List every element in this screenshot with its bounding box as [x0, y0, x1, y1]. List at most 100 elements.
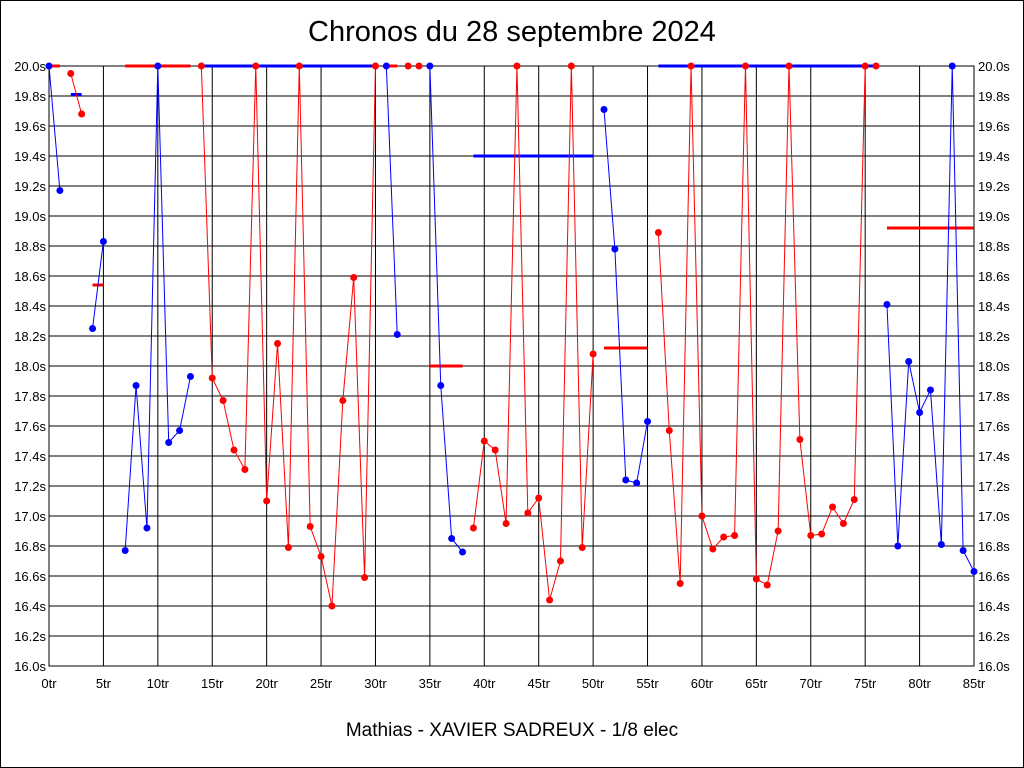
data-point	[361, 574, 369, 581]
data-point	[393, 331, 401, 338]
y-tick-label-right: 19.0s	[978, 209, 1010, 224]
data-point	[459, 548, 467, 556]
data-point	[785, 62, 793, 70]
chart-title: Chronos du 28 septembre 2024	[308, 16, 716, 48]
data-point	[883, 301, 891, 308]
data-point	[644, 418, 652, 425]
x-tick-label: 5tr	[96, 676, 112, 691]
data-point	[252, 62, 260, 70]
x-tick-label: 50tr	[582, 676, 605, 691]
data-point	[56, 187, 64, 194]
data-point	[480, 437, 488, 445]
data-point	[502, 520, 510, 527]
y-tick-label-right: 19.2s	[978, 179, 1010, 194]
y-tick-label-left: 18.4s	[14, 299, 46, 314]
x-tick-label: 55tr	[636, 676, 659, 691]
series-line	[886, 65, 975, 572]
x-tick-label: 20tr	[255, 676, 278, 691]
x-tick-label: 35tr	[419, 676, 442, 691]
data-point	[720, 533, 728, 541]
data-point	[99, 238, 107, 245]
data-point	[948, 62, 956, 70]
data-point	[741, 62, 749, 70]
data-point	[818, 530, 826, 538]
data-point	[491, 446, 499, 454]
y-tick-label-right: 18.8s	[978, 239, 1010, 254]
data-point	[165, 439, 173, 446]
series-line	[70, 73, 83, 115]
y-tick-label-right: 17.4s	[978, 449, 1010, 464]
y-tick-label-left: 18.8s	[14, 239, 46, 254]
data-point	[796, 436, 804, 443]
data-point	[176, 427, 184, 434]
y-tick-label-right: 17.0s	[978, 509, 1010, 524]
y-tick-label-right: 19.6s	[978, 119, 1010, 134]
data-point	[524, 509, 532, 517]
y-tick-label-left: 19.0s	[14, 209, 46, 224]
data-point	[731, 532, 739, 539]
data-point	[230, 446, 238, 454]
data-point	[698, 512, 706, 520]
data-point	[67, 70, 75, 77]
data-point	[937, 541, 945, 548]
data-point	[600, 106, 608, 113]
data-point	[306, 523, 314, 530]
data-point	[535, 494, 543, 502]
y-tick-label-right: 18.4s	[978, 299, 1010, 314]
y-tick-label-left: 18.6s	[14, 269, 46, 284]
data-point	[448, 535, 456, 542]
y-tick-label-right: 18.6s	[978, 269, 1010, 284]
series-line	[472, 65, 594, 601]
y-tick-label-left: 19.8s	[14, 89, 46, 104]
y-tick-label-left: 16.8s	[14, 539, 46, 554]
y-tick-label-left: 17.2s	[14, 479, 46, 494]
data-point	[546, 596, 554, 604]
y-tick-label-left: 17.0s	[14, 509, 46, 524]
y-tick-label-right: 16.6s	[978, 569, 1010, 584]
data-point	[274, 340, 282, 347]
data-point	[763, 581, 771, 589]
data-point	[850, 496, 858, 503]
y-tick-label-right: 18.0s	[978, 359, 1010, 374]
series-line	[48, 65, 61, 191]
data-point	[959, 547, 967, 554]
series-line	[657, 65, 866, 586]
y-tick-label-left: 17.6s	[14, 419, 46, 434]
x-tick-label: 85tr	[963, 676, 986, 691]
data-point	[78, 110, 86, 118]
y-tick-label-right: 16.0s	[978, 659, 1010, 674]
y-tick-label-right: 17.8s	[978, 389, 1010, 404]
data-point	[633, 479, 641, 487]
data-point	[89, 325, 97, 332]
series-line	[429, 65, 463, 553]
data-point	[774, 527, 782, 535]
y-tick-label-left: 18.0s	[14, 359, 46, 374]
data-point	[752, 575, 760, 583]
data-point	[208, 374, 216, 382]
data-point	[578, 544, 586, 551]
y-tick-label-left: 20.0s	[14, 59, 46, 74]
x-tick-label: 45tr	[528, 676, 551, 691]
data-point	[437, 382, 445, 389]
data-point	[328, 602, 336, 610]
data-point	[132, 382, 140, 389]
series-line	[603, 109, 649, 484]
y-tick-label-left: 16.6s	[14, 569, 46, 584]
data-point	[829, 503, 837, 511]
y-tick-label-right: 19.4s	[978, 149, 1010, 164]
data-point	[839, 520, 847, 527]
data-point	[709, 545, 717, 553]
x-tick-label: 15tr	[201, 676, 224, 691]
y-tick-label-left: 19.4s	[14, 149, 46, 164]
data-point	[665, 427, 673, 434]
data-point	[426, 62, 434, 70]
y-tick-label-left: 17.8s	[14, 389, 46, 404]
x-tick-label: 65tr	[745, 676, 768, 691]
x-tick-label: 75tr	[854, 676, 877, 691]
y-tick-label-left: 16.4s	[14, 599, 46, 614]
plot-area	[48, 65, 975, 667]
data-point	[415, 62, 423, 70]
data-point	[916, 409, 924, 416]
data-point	[861, 62, 869, 70]
